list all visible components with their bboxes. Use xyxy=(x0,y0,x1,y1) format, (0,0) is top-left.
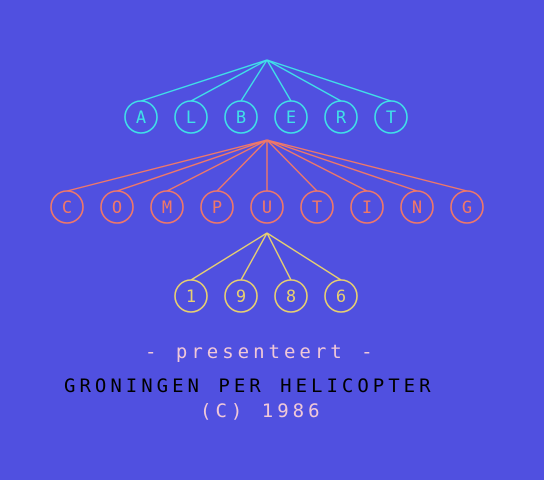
logo-node-letter: C xyxy=(62,198,72,218)
logo-branch xyxy=(116,139,268,192)
logo-branch xyxy=(266,139,468,192)
logo-node-circle xyxy=(274,279,308,313)
logo-branch xyxy=(266,139,318,192)
logo-branch xyxy=(266,139,418,192)
logo-branch xyxy=(266,59,392,102)
logo-node-circle xyxy=(400,190,434,224)
logo-node-letter: L xyxy=(186,108,196,128)
logo-node-letter: G xyxy=(462,198,472,218)
logo-node-letter: 6 xyxy=(336,287,346,307)
logo-node-letter: 8 xyxy=(286,287,296,307)
logo-node-circle xyxy=(274,100,308,134)
logo-node-letter: 1 xyxy=(186,287,196,307)
copyright-text: (C) 1986 xyxy=(200,400,324,422)
logo-node-circle xyxy=(300,190,334,224)
logo-node-circle xyxy=(324,279,358,313)
logo-node-circle xyxy=(174,100,208,134)
logo-node-letter: M xyxy=(162,198,172,218)
logo-node-circle xyxy=(50,190,84,224)
logo-branch xyxy=(266,59,342,102)
logo-branch xyxy=(66,139,268,192)
logo-branch xyxy=(166,139,268,192)
logo-node-circle xyxy=(250,190,284,224)
logo-branch xyxy=(240,232,268,281)
presents-text: - presenteert - xyxy=(145,341,377,363)
albert-computing-logo-tree: A L B E R TC O M P U T I N G1 9 8 6 xyxy=(50,59,484,313)
logo-branch xyxy=(266,232,292,281)
logo-node-letter: I xyxy=(362,198,372,218)
logo-node-circle xyxy=(174,279,208,313)
logo-node-letter: 9 xyxy=(236,287,246,307)
logo-node-letter: T xyxy=(386,108,396,128)
logo-node-circle xyxy=(450,190,484,224)
logo-node-letter: N xyxy=(412,198,422,218)
logo-node-circle xyxy=(350,190,384,224)
logo-node-letter: O xyxy=(112,198,122,218)
logo-branch xyxy=(266,59,292,102)
logo-node-circle xyxy=(324,100,358,134)
logo-branch xyxy=(240,59,268,102)
logo-branch xyxy=(216,139,268,192)
logo-node-circle xyxy=(374,100,408,134)
logo-node-circle xyxy=(224,100,258,134)
logo-node-letter: A xyxy=(136,108,146,128)
game-title: GRONINGEN PER HELICOPTER xyxy=(64,375,435,397)
logo-node-letter: B xyxy=(236,108,246,128)
logo-node-circle xyxy=(100,190,134,224)
logo-node-letter: P xyxy=(212,198,222,218)
logo-node-letter: E xyxy=(286,108,296,128)
logo-node-circle xyxy=(150,190,184,224)
logo-node-letter: R xyxy=(336,108,347,128)
logo-node-letter: U xyxy=(262,198,272,218)
logo-branch xyxy=(266,232,342,281)
logo-node-circle xyxy=(200,190,234,224)
logo-branch xyxy=(140,59,268,102)
logo-branch xyxy=(266,139,368,192)
logo-node-circle xyxy=(124,100,158,134)
logo-node-circle xyxy=(224,279,258,313)
logo-branch xyxy=(190,59,268,102)
logo-node-letter: T xyxy=(312,198,322,218)
logo-branch xyxy=(190,232,268,281)
